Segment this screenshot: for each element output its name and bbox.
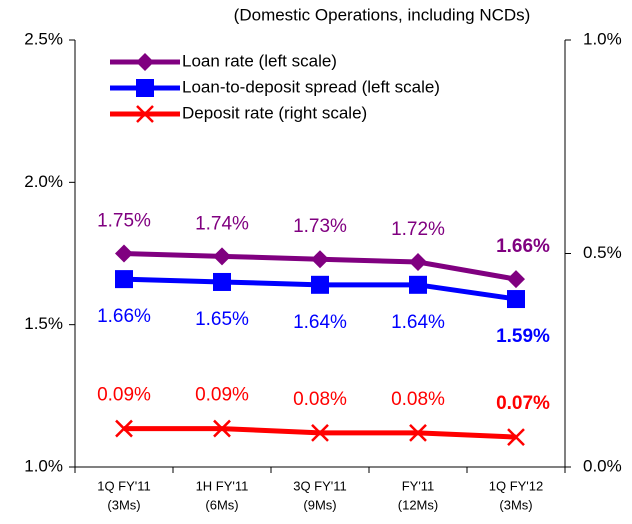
x-tick-label: 1Q FY'12 xyxy=(489,478,544,493)
marker xyxy=(507,290,525,309)
y2-tick-label: 0.0% xyxy=(583,456,622,475)
data-label: 1.72% xyxy=(391,219,445,240)
marker xyxy=(136,79,154,97)
x-tick-label: (3Ms) xyxy=(107,497,140,512)
y2-tick-label: 0.5% xyxy=(583,243,622,262)
data-label: 1.75% xyxy=(97,211,151,232)
data-label: 0.09% xyxy=(195,385,249,406)
marker xyxy=(409,275,427,294)
marker xyxy=(409,423,427,442)
x-tick-label: 1Q FY'11 xyxy=(97,478,151,493)
marker xyxy=(507,428,525,446)
chart-subtitle: (Domestic Operations, including NCDs) xyxy=(234,5,531,24)
marker xyxy=(136,53,154,71)
legend-item: Deposit rate (right scale) xyxy=(110,103,367,123)
data-label: 1.74% xyxy=(195,213,249,234)
x-tick-label: FY'11 xyxy=(402,478,435,493)
data-label: 1.64% xyxy=(391,312,445,333)
marker xyxy=(213,247,231,266)
marker xyxy=(409,253,427,272)
marker xyxy=(213,419,231,438)
marker xyxy=(136,105,154,123)
marker xyxy=(311,423,329,442)
marker xyxy=(213,272,231,291)
legend-label: Loan rate (left scale) xyxy=(182,51,337,70)
x-tick-label: (3Ms) xyxy=(499,497,532,512)
y-tick-label: 1.5% xyxy=(24,314,63,333)
data-label: 0.07% xyxy=(496,393,550,414)
marker xyxy=(311,275,329,294)
marker xyxy=(311,250,329,269)
marker xyxy=(115,270,133,289)
data-label: 1.65% xyxy=(195,309,249,330)
legend-label: Loan-to-deposit spread (left scale) xyxy=(182,77,440,96)
marker xyxy=(115,244,133,263)
data-label: 0.08% xyxy=(391,389,445,410)
data-label: 0.08% xyxy=(293,389,347,410)
legend-label: Deposit rate (right scale) xyxy=(182,103,367,122)
legend-item: Loan-to-deposit spread (left scale) xyxy=(110,77,440,97)
data-label: 1.66% xyxy=(97,306,151,327)
x-tick-label: 3Q FY'11 xyxy=(293,478,347,493)
y-tick-label: 1.0% xyxy=(24,456,63,475)
y2-tick-label: 1.0% xyxy=(583,29,622,48)
x-tick-label: (9Ms) xyxy=(303,497,336,512)
y-tick-label: 2.0% xyxy=(24,172,63,191)
data-label: 1.64% xyxy=(293,312,347,333)
legend-item: Loan rate (left scale) xyxy=(110,51,337,71)
data-label: 1.66% xyxy=(496,236,550,257)
marker xyxy=(507,270,525,289)
marker xyxy=(115,419,133,438)
x-tick-label: (12Ms) xyxy=(398,497,438,512)
y-tick-label: 2.5% xyxy=(24,29,63,48)
data-label: 1.73% xyxy=(293,216,347,237)
x-tick-label: (6Ms) xyxy=(205,497,238,512)
x-tick-label: 1H FY'11 xyxy=(196,478,249,493)
data-label: 1.59% xyxy=(496,326,550,347)
data-label: 0.09% xyxy=(97,385,151,406)
